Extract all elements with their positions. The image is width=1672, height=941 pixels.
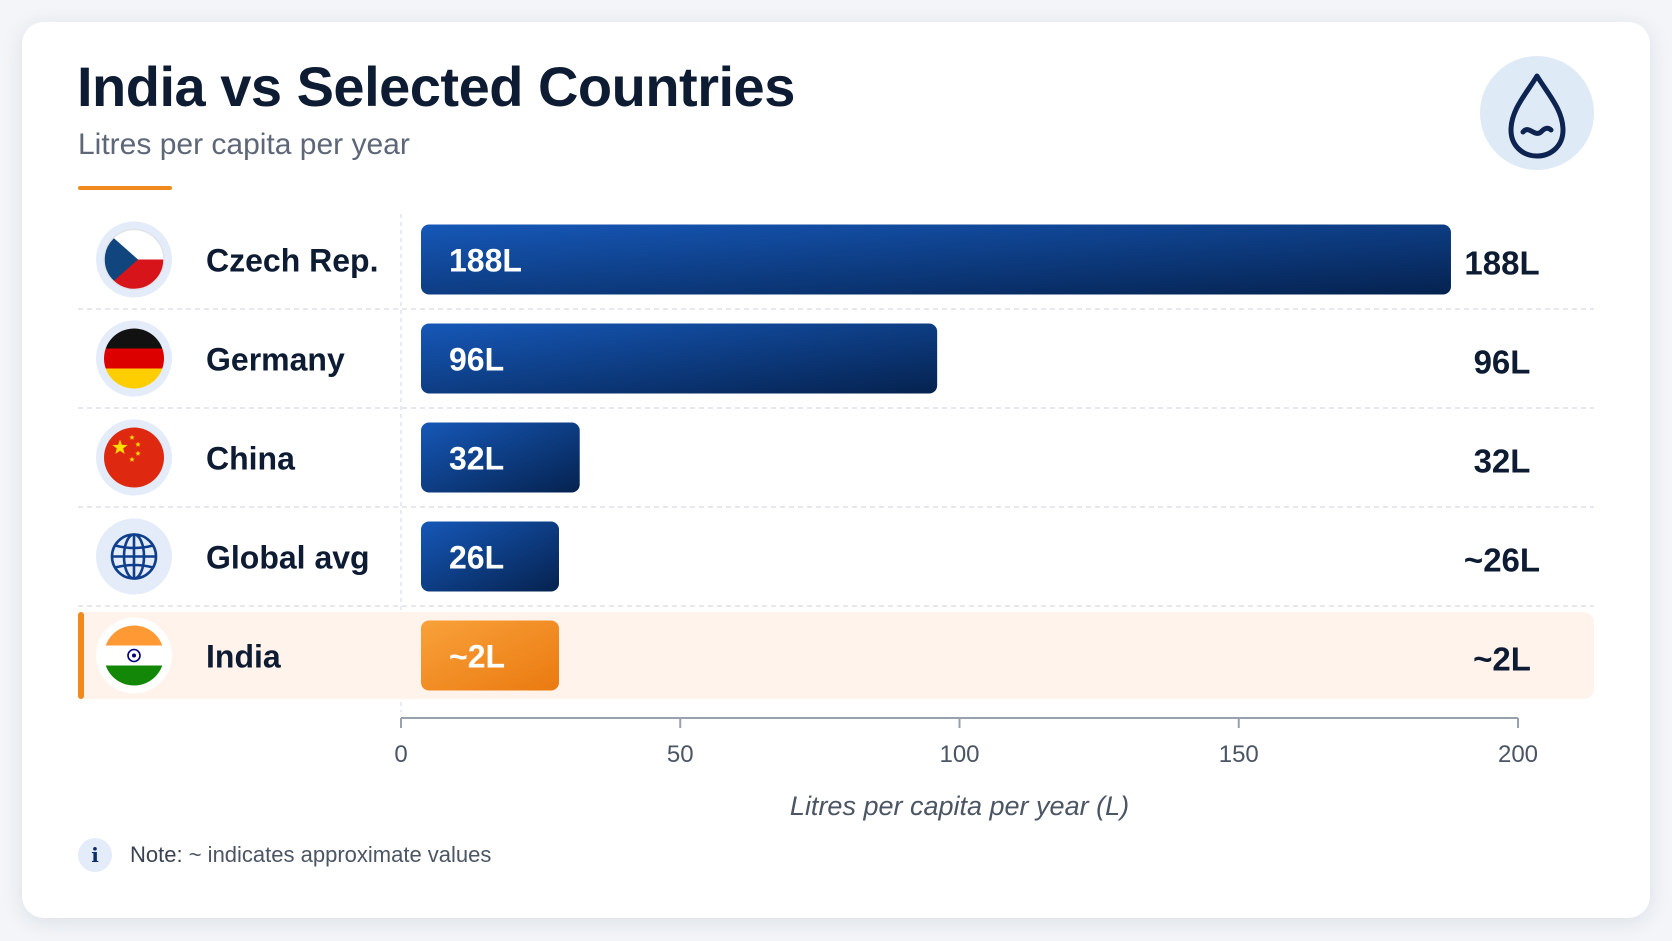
germany-flag-icon — [96, 320, 172, 397]
bar — [421, 620, 559, 691]
bar-row-3: Global avg 26L ~26L — [78, 518, 1594, 607]
globe-icon — [96, 518, 172, 595]
bar-label: 32L — [449, 441, 504, 477]
x-tick-label: 150 — [1219, 741, 1259, 768]
bar-label: 96L — [449, 342, 504, 378]
x-axis-label: Litres per capita per year (L) — [790, 791, 1129, 821]
bar — [421, 521, 559, 592]
bar — [421, 323, 938, 394]
india-flag-icon — [96, 617, 172, 694]
x-tick-label: 100 — [939, 741, 979, 768]
value-label: ~26L — [1464, 542, 1540, 579]
footnote: Note: ~ indicates approximate values — [130, 842, 491, 868]
value-label: 188L — [1464, 245, 1539, 282]
category-label: Germany — [206, 342, 345, 378]
czech-flag-icon — [96, 221, 172, 298]
chart-title: India vs Selected Countries — [77, 55, 795, 118]
bar — [421, 224, 1451, 295]
x-tick-label: 0 — [394, 741, 407, 768]
x-tick-label: 50 — [667, 741, 694, 768]
bar-label: 26L — [449, 540, 504, 576]
category-label: India — [206, 639, 281, 675]
title-accent-line — [78, 186, 172, 190]
bar-label: ~2L — [449, 639, 505, 675]
note-label: Note: — [130, 842, 183, 867]
bar-row-4: India ~2L ~2L — [78, 612, 1594, 699]
bar-row-2: China 32L 32L — [78, 419, 1594, 508]
bar-row-1: Germany 96L 96L — [78, 320, 1594, 409]
water-drop-icon — [1480, 56, 1594, 170]
value-label: 96L — [1474, 344, 1531, 381]
china-flag-icon — [96, 419, 172, 496]
info-icon: i — [78, 838, 112, 872]
chart-card — [22, 22, 1650, 918]
value-label: ~2L — [1473, 641, 1531, 678]
value-label: 32L — [1474, 443, 1531, 480]
category-label: Czech Rep. — [206, 243, 378, 279]
category-label: Global avg — [206, 540, 370, 576]
bar-row-0: Czech Rep. 188L 188L — [78, 221, 1594, 310]
highlight-marker — [78, 612, 84, 699]
chart-subtitle: Litres per capita per year — [78, 128, 410, 161]
bar — [421, 422, 580, 493]
bar-label: 188L — [449, 243, 522, 279]
note-text: ~ indicates approximate values — [188, 842, 492, 867]
category-label: China — [206, 441, 295, 477]
x-tick-label: 200 — [1498, 741, 1538, 768]
highlight-row-bg — [78, 612, 1594, 699]
